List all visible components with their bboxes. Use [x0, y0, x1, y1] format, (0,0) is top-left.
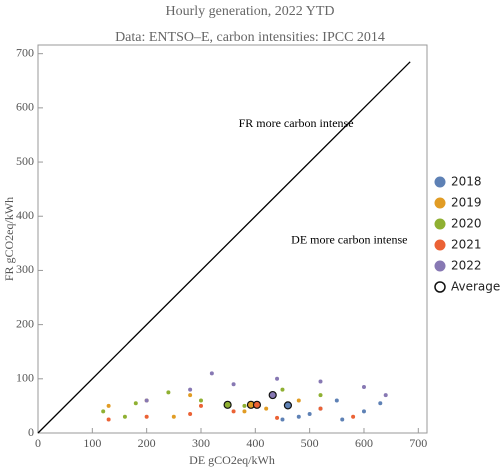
plot-frame	[37, 44, 428, 434]
point	[188, 412, 193, 417]
y-axis-label: FR gCO2eq/kWh	[2, 197, 16, 281]
legend-swatch	[434, 260, 446, 272]
chart-title: Hourly generation, 2022 YTD	[166, 4, 335, 19]
x-tick-label: 300	[192, 436, 210, 450]
legend-swatch	[434, 197, 446, 209]
point	[275, 415, 280, 420]
average-marker	[268, 390, 277, 400]
average-marker	[252, 400, 262, 409]
point	[340, 417, 345, 422]
point	[351, 414, 356, 419]
y-tick-label: 100	[16, 371, 34, 385]
point	[280, 417, 285, 422]
point	[144, 414, 149, 419]
point	[106, 417, 111, 422]
point	[334, 398, 339, 403]
point	[296, 414, 301, 419]
point	[361, 384, 366, 389]
point	[231, 409, 236, 414]
legend-swatch	[434, 239, 446, 251]
point	[383, 393, 388, 398]
y-tick-label: 200	[16, 316, 34, 330]
reference-line	[37, 61, 411, 434]
point	[133, 401, 138, 406]
y-tick-label: 300	[16, 262, 34, 276]
average-marker	[283, 401, 293, 410]
x-tick-label: 200	[138, 436, 156, 450]
point	[361, 409, 366, 414]
legend-label: 2018	[451, 175, 482, 189]
x-tick-label: 500	[301, 436, 319, 450]
point	[275, 376, 280, 381]
point	[144, 398, 149, 403]
legend-label: 2019	[451, 196, 482, 210]
point	[242, 403, 247, 408]
point	[188, 393, 193, 398]
point	[264, 406, 269, 411]
point	[122, 414, 127, 419]
point	[307, 412, 312, 417]
x-tick-label: 100	[83, 436, 101, 450]
x-tick-label: 0	[35, 436, 41, 450]
point	[318, 406, 323, 411]
point	[198, 398, 203, 403]
point	[106, 403, 111, 408]
point	[296, 398, 301, 403]
x-tick-label: 400	[246, 436, 264, 450]
point	[171, 414, 176, 419]
x-tick-label: 700	[409, 436, 427, 450]
average-marker	[223, 400, 232, 409]
x-tick-label: 600	[355, 436, 373, 450]
point	[280, 387, 285, 392]
legend-label: 2021	[451, 238, 482, 252]
legend-swatch	[434, 176, 446, 188]
x-axis-label: DE gCO2eq/kWh	[189, 453, 275, 467]
legend-swatch	[434, 281, 446, 293]
legend-label: 2022	[451, 259, 482, 273]
point	[101, 409, 106, 414]
point	[318, 379, 323, 384]
legend-label: Average	[451, 280, 500, 294]
point	[242, 409, 247, 414]
point	[378, 401, 383, 406]
y-tick-label: 0	[28, 425, 34, 439]
point	[198, 403, 203, 408]
point	[209, 371, 214, 376]
chart-subtitle: Data: ENTSO–E, carbon intensities: IPCC …	[115, 30, 385, 45]
point	[318, 393, 323, 398]
point	[231, 382, 236, 387]
legend-label: 2020	[451, 217, 482, 231]
point	[188, 387, 193, 392]
point	[166, 390, 171, 395]
y-tick-label: 700	[16, 45, 34, 59]
annotation: DE more carbon intense	[291, 232, 407, 246]
y-tick-label: 400	[16, 208, 34, 222]
y-tick-label: 500	[16, 154, 34, 168]
legend-swatch	[434, 218, 446, 230]
y-tick-label: 600	[16, 100, 34, 114]
annotation: FR more carbon intense	[239, 116, 354, 130]
